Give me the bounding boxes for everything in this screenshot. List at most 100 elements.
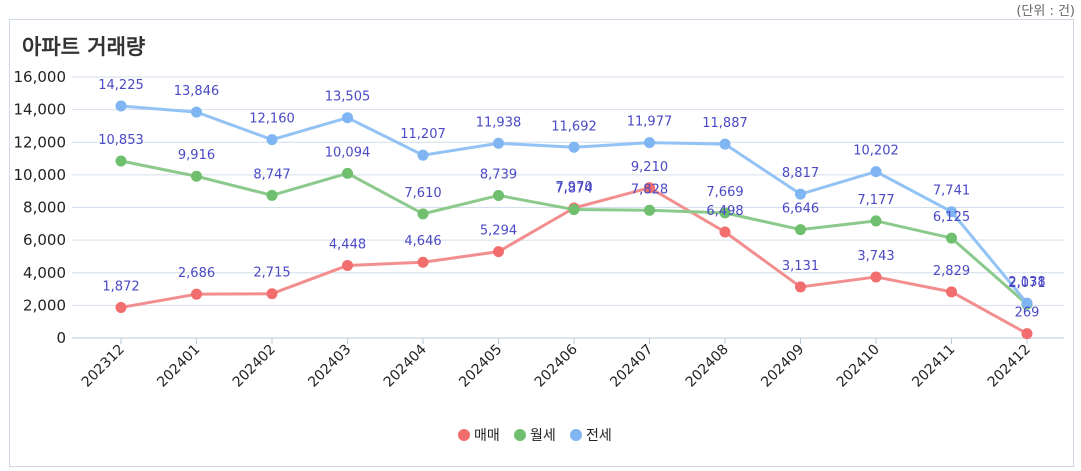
data-point-매매[interactable]: [115, 301, 127, 313]
data-point-월세[interactable]: [493, 189, 504, 201]
data-label-월세: 10,094: [325, 145, 371, 160]
x-tick-label: 202412: [985, 342, 1034, 391]
data-point-월세[interactable]: [795, 224, 806, 236]
data-label-전세: 11,938: [476, 115, 522, 130]
data-point-전세[interactable]: [644, 137, 655, 149]
data-label-매매: 2,829: [933, 264, 970, 279]
data-label-전세: 7,741: [933, 184, 970, 199]
data-label-월세: 6,125: [933, 210, 970, 225]
y-tick-label: 2,000: [23, 296, 66, 314]
x-tick-label: 202410: [834, 342, 883, 391]
x-tick-label: 202404: [381, 341, 430, 390]
legend-label-월세[interactable]: 월세: [530, 428, 556, 444]
data-point-월세[interactable]: [870, 215, 882, 227]
x-tick-label: 202405: [456, 342, 505, 391]
data-point-전세[interactable]: [946, 206, 957, 218]
data-point-매매[interactable]: [266, 288, 278, 300]
data-label-월세: 10,853: [98, 133, 144, 148]
data-label-월세: 7,610: [404, 186, 441, 201]
data-label-월세: 7,874: [555, 182, 592, 197]
data-label-월세: 7,177: [857, 193, 894, 208]
data-label-매매: 1,872: [102, 279, 139, 294]
legend-marker-매매[interactable]: [458, 429, 470, 441]
y-tick-label: 12,000: [14, 133, 67, 151]
data-point-매매[interactable]: [795, 281, 806, 293]
x-tick-label: 202401: [154, 342, 203, 391]
chart-title: 아파트 거래량: [22, 35, 146, 59]
data-label-매매: 5,294: [480, 224, 517, 239]
x-tick-label: 202406: [532, 341, 581, 390]
data-label-매매: 269: [1015, 306, 1040, 321]
data-label-전세: 12,160: [249, 112, 295, 127]
data-label-월세: 8,739: [480, 167, 517, 182]
data-point-월세[interactable]: [719, 207, 731, 219]
x-tick-label: 202411: [909, 342, 958, 391]
data-point-월세[interactable]: [266, 189, 278, 201]
chart-panel: [9, 19, 1074, 467]
data-label-월세: 9,916: [178, 148, 215, 163]
x-tick-label: 202409: [758, 342, 807, 391]
legend-label-전세[interactable]: 전세: [586, 428, 612, 444]
data-point-매매[interactable]: [946, 286, 957, 298]
data-point-매매[interactable]: [719, 226, 731, 238]
data-point-매매[interactable]: [493, 246, 504, 258]
data-point-월세[interactable]: [342, 167, 353, 179]
data-label-월세: 2,071: [1008, 276, 1045, 291]
data-point-전세[interactable]: [493, 137, 504, 149]
data-point-월세[interactable]: [644, 204, 655, 216]
unit-label: (단위 : 건): [1016, 4, 1075, 19]
data-point-월세[interactable]: [417, 208, 429, 220]
data-point-월세[interactable]: [115, 155, 127, 167]
data-label-월세: 7,828: [631, 182, 668, 197]
y-tick-label: 0: [56, 329, 66, 347]
data-label-월세: 8,747: [253, 167, 290, 182]
data-label-매매: 4,646: [404, 234, 441, 249]
data-point-전세[interactable]: [1021, 297, 1033, 309]
data-point-매매[interactable]: [870, 271, 882, 283]
legend-marker-전세[interactable]: [570, 429, 582, 441]
data-point-전세[interactable]: [417, 149, 429, 161]
data-label-전세: 11,977: [627, 115, 673, 130]
data-point-전세[interactable]: [568, 141, 580, 153]
data-point-월세[interactable]: [946, 232, 957, 244]
data-label-매매: 2,715: [253, 266, 290, 281]
data-point-월세[interactable]: [568, 204, 580, 216]
data-label-매매: 9,210: [631, 160, 668, 175]
data-point-매매[interactable]: [417, 256, 429, 268]
x-tick-label: 202312: [79, 342, 128, 391]
data-point-전세[interactable]: [342, 112, 353, 124]
data-point-매매[interactable]: [342, 259, 353, 271]
legend-label-매매[interactable]: 매매: [474, 428, 500, 444]
y-tick-label: 8,000: [23, 199, 66, 217]
y-tick-label: 14,000: [14, 101, 67, 119]
data-label-매매: 7,970: [555, 180, 592, 195]
data-label-매매: 3,743: [857, 249, 894, 264]
data-label-매매: 6,498: [706, 204, 743, 219]
data-label-매매: 4,448: [329, 237, 366, 252]
data-point-전세[interactable]: [795, 188, 806, 200]
data-label-전세: 11,887: [702, 116, 748, 131]
data-label-매매: 2,686: [178, 266, 215, 281]
data-label-매매: 3,131: [782, 259, 819, 274]
data-point-월세[interactable]: [191, 170, 202, 182]
data-label-전세: 8,817: [782, 166, 819, 181]
data-point-전세[interactable]: [115, 100, 127, 112]
data-point-전세[interactable]: [870, 166, 882, 178]
data-point-매매[interactable]: [644, 182, 655, 194]
data-label-전세: 10,202: [853, 144, 899, 159]
data-label-전세: 14,225: [98, 78, 144, 93]
data-point-매매[interactable]: [1021, 328, 1033, 340]
y-tick-label: 10,000: [14, 166, 67, 184]
data-label-전세: 13,505: [325, 90, 371, 105]
data-label-전세: 13,846: [174, 84, 220, 99]
data-label-전세: 11,692: [551, 119, 597, 134]
data-point-매매[interactable]: [191, 288, 202, 300]
data-point-전세[interactable]: [191, 106, 202, 118]
data-label-전세: 11,207: [400, 127, 446, 142]
legend-marker-월세[interactable]: [514, 429, 526, 441]
data-label-월세: 7,669: [706, 185, 743, 200]
data-label-전세: 2,138: [1008, 275, 1045, 290]
data-point-전세[interactable]: [719, 138, 731, 150]
data-point-전세[interactable]: [266, 134, 278, 146]
